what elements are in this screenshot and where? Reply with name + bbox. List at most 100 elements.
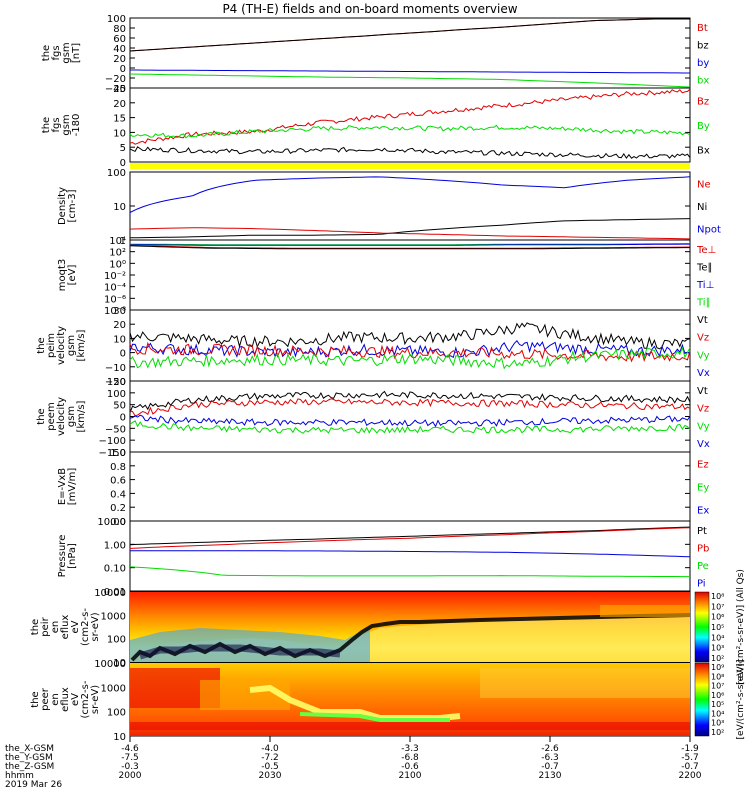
panel-frame (129, 87, 691, 163)
x-tick-label: -7.5 (121, 753, 139, 763)
series-Vy (129, 346, 691, 370)
series-Npot (129, 176, 691, 213)
y-tick-label: 20 (113, 320, 126, 331)
y-tick-label: 10⁻² (104, 271, 126, 282)
y-tick-label: 0.2 (110, 503, 126, 514)
legend-entry: By (697, 121, 710, 132)
y-axis-label: peir (40, 616, 51, 636)
legend-entry: Ex (697, 506, 709, 517)
panel-2: the fgs gsm -180 25 20 15 10 5 0 Bz By Bx (41, 84, 710, 169)
y-tick-label: −20 (105, 74, 126, 85)
colorbar-tick-label: 10³ (711, 719, 724, 728)
legend-entry: Te∥ (696, 262, 713, 273)
series-Pt (129, 526, 691, 546)
legend-entry: Ni (697, 202, 707, 213)
y-tick-label: 150 (107, 377, 126, 388)
y-axis-label: the (41, 45, 52, 61)
y-tick-label: 0 (120, 158, 126, 169)
colorbar-tick-label: 10⁶ (711, 691, 724, 700)
y-tick-label: 100 (107, 14, 126, 25)
y-axis-label: eV (70, 693, 81, 706)
panel-7: E=-VxB [mV/m] 1.0 0.8 0.6 0.4 0.2 0.0 Ez Ey Ex (57, 448, 709, 528)
y-tick-label: 10⁰ (109, 259, 126, 270)
colorbar-tick-label: 10⁴ (711, 633, 724, 642)
colorbar-tick-label: 10⁷ (711, 602, 724, 611)
x-tick-label: 2000 (119, 771, 142, 781)
x-tick-label: 2130 (539, 771, 562, 781)
legend-entry: Pi (697, 578, 706, 589)
series-Ti∥ (130, 243, 691, 246)
series-Te∥ (129, 245, 690, 250)
y-tick-label: 100 (107, 168, 126, 179)
legend-entry: Vt (697, 315, 708, 326)
y-axis-label: gsm (66, 335, 77, 356)
x-tick-label: -2.6 (541, 744, 559, 754)
panel-5: the peim velocity gsm [km/s] 30 20 10 0 −10 −20 Vt V… (36, 306, 710, 388)
y-axis-label: the (30, 619, 41, 635)
y-axis-label: [eV] (67, 265, 78, 286)
colorbar-tick-label: 10⁸ (711, 592, 724, 601)
x-tick-label: -0.7 (681, 762, 699, 772)
colorbar-tick-label: 10⁸ (711, 672, 724, 681)
colorbar-tick-label: 10⁹ (711, 663, 724, 672)
colorbar-tick-label: 10² (711, 728, 724, 737)
x-tick-label: -0.5 (261, 762, 279, 772)
colorbar-tick-label: 10³ (711, 644, 724, 653)
y-tick-label: 0.10 (104, 564, 126, 575)
x-tick-label: -0.6 (401, 762, 419, 772)
y-tick-label: −10 (105, 363, 126, 374)
y-axis-label: Density (57, 187, 68, 225)
y-tick-label: 10 (113, 202, 126, 213)
y-tick-label: 10² (109, 248, 126, 259)
y-axis-label: en (50, 693, 61, 706)
date-label: 2019 Mar 26 (5, 780, 62, 790)
legend-entry: Vx (697, 368, 710, 379)
legend-entry: Ey (697, 483, 709, 494)
y-tick-label: 40 (113, 44, 126, 55)
panel-frame (129, 239, 691, 311)
peir-colorbar (694, 591, 710, 663)
colorbar-tick-label: 10⁴ (711, 709, 724, 718)
series-bx (129, 73, 691, 88)
x-tick-label: -0.3 (121, 762, 139, 772)
y-tick-label: 100 (107, 389, 126, 400)
y-tick-label: −40 (105, 84, 126, 95)
y-axis-label: fgs (51, 45, 62, 60)
legend-entry: Pe (697, 561, 709, 572)
colorbar-label: [eV/(cm²-s-sr-eV)] (736, 659, 746, 739)
x-axis-row-label: the_X-GSM (5, 744, 54, 754)
y-axis-label: [mV/m] (67, 468, 78, 506)
y-tick-label: 10000 (94, 659, 126, 670)
y-axis-label: velocity (56, 326, 67, 365)
legend-entry: Pb (697, 543, 709, 554)
y-axis-label: peem (46, 402, 57, 430)
legend-entry: Vx (697, 439, 710, 450)
y-axis-label: eflux (60, 615, 71, 640)
colorbar-tick-label: 10² (711, 654, 724, 663)
y-axis-label: en (50, 621, 61, 634)
y-axis-label: [km/s] (76, 400, 87, 432)
series-Ti⊥ (130, 243, 690, 246)
y-tick-label: 80 (113, 24, 126, 35)
y-tick-label: 10 (113, 732, 126, 743)
y-tick-label: 1 (120, 236, 126, 247)
colorbar-tick-label: 10⁶ (711, 613, 724, 622)
y-tick-label: 15 (113, 114, 126, 125)
y-tick-label: 50 (113, 401, 126, 412)
legend-entry: Pt (697, 526, 707, 537)
legend-entry: by (697, 58, 709, 69)
series-Vx (129, 340, 691, 359)
y-tick-label: 20 (113, 99, 126, 110)
legend-entry: Ti⊥ (696, 280, 714, 291)
series-Bt (129, 18, 690, 52)
y-tick-label: −20 (105, 377, 126, 388)
y-axis-label: peer (40, 687, 51, 711)
x-tick-label: -5.7 (681, 753, 699, 763)
y-axis-label: fgs (51, 117, 62, 132)
series-Ni (129, 218, 691, 239)
y-axis-label: the (30, 691, 41, 707)
y-tick-label: 20 (113, 54, 126, 65)
quality-flag-bar (130, 163, 690, 169)
x-tick-label: -6.8 (401, 753, 419, 763)
